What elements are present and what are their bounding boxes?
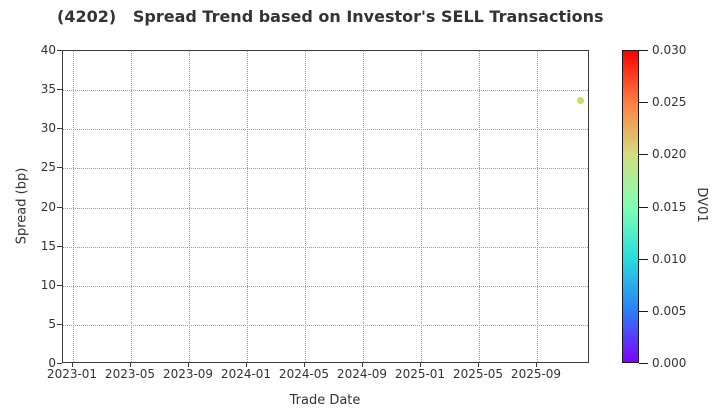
y-tick-mark (57, 284, 62, 286)
x-tick-label: 2024-01 (220, 367, 272, 381)
x-tick-label: 2025-09 (510, 367, 562, 381)
x-tick-mark (246, 363, 247, 367)
x-tick-label: 2023-05 (104, 367, 156, 381)
gridline-x (363, 51, 364, 362)
colorbar-tick-label: 0.025 (652, 95, 687, 110)
x-tick-label: 2025-01 (394, 367, 446, 381)
gridline-y (63, 285, 588, 287)
gridline-y (63, 246, 588, 248)
y-tick-label: 20 (40, 199, 56, 214)
gridline-x (305, 51, 306, 362)
x-tick-mark (362, 363, 363, 367)
plot-area (62, 50, 589, 363)
x-tick-mark (130, 363, 131, 367)
y-tick-label: 0 (48, 356, 56, 370)
colorbar-tick-label: 0.000 (652, 356, 687, 370)
gridline-y (63, 324, 588, 326)
gridline-x (537, 51, 538, 362)
y-tick-mark (57, 128, 62, 130)
colorbar-tick-mark (639, 154, 648, 156)
colorbar-tick-label: 0.020 (652, 147, 687, 162)
colorbar-tick-mark (639, 258, 648, 260)
colorbar-tick-mark (639, 206, 648, 208)
x-tick-label: 2024-09 (336, 367, 388, 381)
y-tick-label: 15 (40, 238, 56, 253)
x-axis-label: Trade Date (289, 393, 361, 408)
colorbar-tick-label: 0.030 (652, 43, 687, 57)
x-tick-label: 2023-01 (46, 367, 98, 381)
gridline-x (247, 51, 248, 362)
y-tick-label: 35 (40, 82, 56, 97)
gridline-x (73, 51, 74, 362)
colorbar-tick-mark (639, 310, 648, 312)
gridline-y (63, 168, 588, 170)
gridline-x (189, 51, 190, 362)
y-tick-label: 10 (40, 277, 56, 292)
y-tick-label: 5 (48, 316, 56, 331)
y-tick-label: 25 (40, 160, 56, 175)
colorbar (622, 50, 639, 363)
x-tick-mark (420, 363, 421, 367)
y-tick-mark (57, 363, 62, 364)
colorbar-label: DV01 (694, 187, 709, 223)
y-tick-mark (57, 50, 62, 51)
x-tick-mark (304, 363, 305, 367)
gridline-y (63, 207, 588, 209)
y-tick-mark (57, 167, 62, 169)
gridline-y (63, 129, 588, 131)
colorbar-tick-mark (639, 50, 648, 51)
x-tick-mark (478, 363, 479, 367)
colorbar-tick-mark (639, 102, 648, 104)
y-tick-mark (57, 89, 62, 91)
colorbar-tick-label: 0.015 (652, 199, 687, 214)
colorbar-tick-label: 0.005 (652, 303, 687, 318)
chart-title: (4202) Spread Trend based on Investor's … (57, 7, 604, 26)
y-tick-label: 40 (40, 43, 56, 57)
x-tick-mark (72, 363, 73, 367)
y-tick-label: 30 (40, 121, 56, 136)
y-tick-mark (57, 245, 62, 247)
x-tick-mark (536, 363, 537, 367)
gridline-x (131, 51, 132, 362)
gridline-x (479, 51, 480, 362)
x-tick-label: 2023-09 (162, 367, 214, 381)
gridline-x (421, 51, 422, 362)
colorbar-tick-label: 0.010 (652, 251, 687, 266)
y-tick-mark (57, 206, 62, 208)
x-tick-label: 2024-05 (278, 367, 330, 381)
colorbar-tick-mark (639, 363, 648, 364)
x-tick-label: 2025-05 (452, 367, 504, 381)
gridline-y (63, 90, 588, 92)
data-point (577, 96, 584, 104)
y-tick-mark (57, 323, 62, 325)
x-tick-mark (188, 363, 189, 367)
